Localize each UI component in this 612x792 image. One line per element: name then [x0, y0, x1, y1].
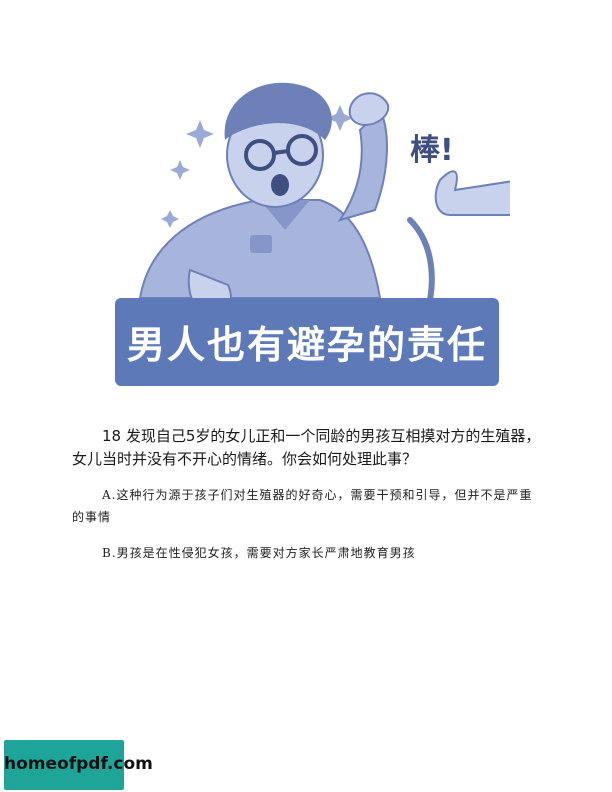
watermark-badge: homeofpdf.com — [4, 740, 153, 790]
title-banner: 男人也有避孕的责任 — [115, 298, 499, 386]
option-a[interactable]: A.这种行为源于孩子们对生殖器的好奇心，需要干预和引导，但并不是严重的事情 — [72, 488, 533, 524]
question-text: 18 发现自己5岁的女儿正和一个同龄的男孩互相摸对方的生殖器，女儿当时并没有不开… — [72, 427, 541, 468]
watermark-text: homeofpdf.com — [4, 754, 153, 774]
banner-title: 男人也有避孕的责任 — [126, 323, 487, 367]
thumbs-up-icon — [434, 170, 510, 216]
option-b[interactable]: B.男孩是在性侵犯女孩，需要对方家长严肃地教育男孩 — [102, 546, 416, 560]
sticker-text: 棒! — [410, 133, 454, 168]
cartoon-man-illustration: 棒! — [138, 82, 510, 322]
